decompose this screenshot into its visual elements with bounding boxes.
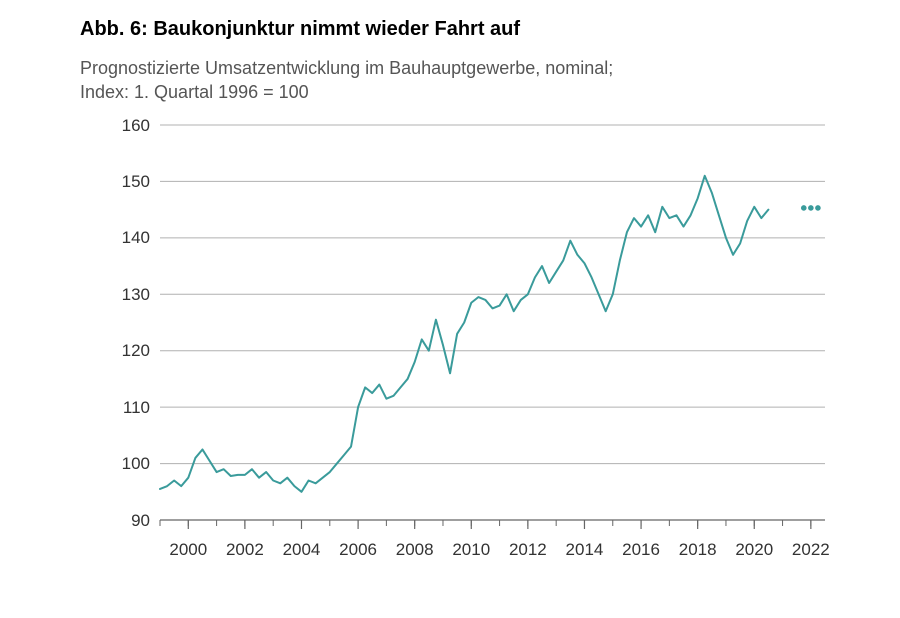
y-tick-label: 130 (95, 285, 150, 305)
x-tick-label: 2014 (566, 540, 604, 560)
x-tick-label: 2020 (735, 540, 773, 560)
x-tick-label: 2022 (792, 540, 830, 560)
y-tick-label: 140 (95, 228, 150, 248)
y-tick-label: 160 (95, 116, 150, 136)
x-tick-label: 2004 (283, 540, 321, 560)
x-tick-label: 2016 (622, 540, 660, 560)
y-tick-label: 120 (95, 341, 150, 361)
x-tick-label: 2000 (169, 540, 207, 560)
figure-container: Abb. 6: Baukonjunktur nimmt wieder Fahrt… (0, 0, 900, 618)
y-tick-label: 150 (95, 172, 150, 192)
x-tick-label: 2008 (396, 540, 434, 560)
y-tick-label: 90 (95, 511, 150, 531)
y-tick-label: 110 (95, 398, 150, 418)
x-tick-label: 2006 (339, 540, 377, 560)
y-tick-label: 100 (95, 454, 150, 474)
x-tick-label: 2010 (452, 540, 490, 560)
x-tick-label: 2012 (509, 540, 547, 560)
x-tick-label: 2002 (226, 540, 264, 560)
x-tick-label: 2018 (679, 540, 717, 560)
